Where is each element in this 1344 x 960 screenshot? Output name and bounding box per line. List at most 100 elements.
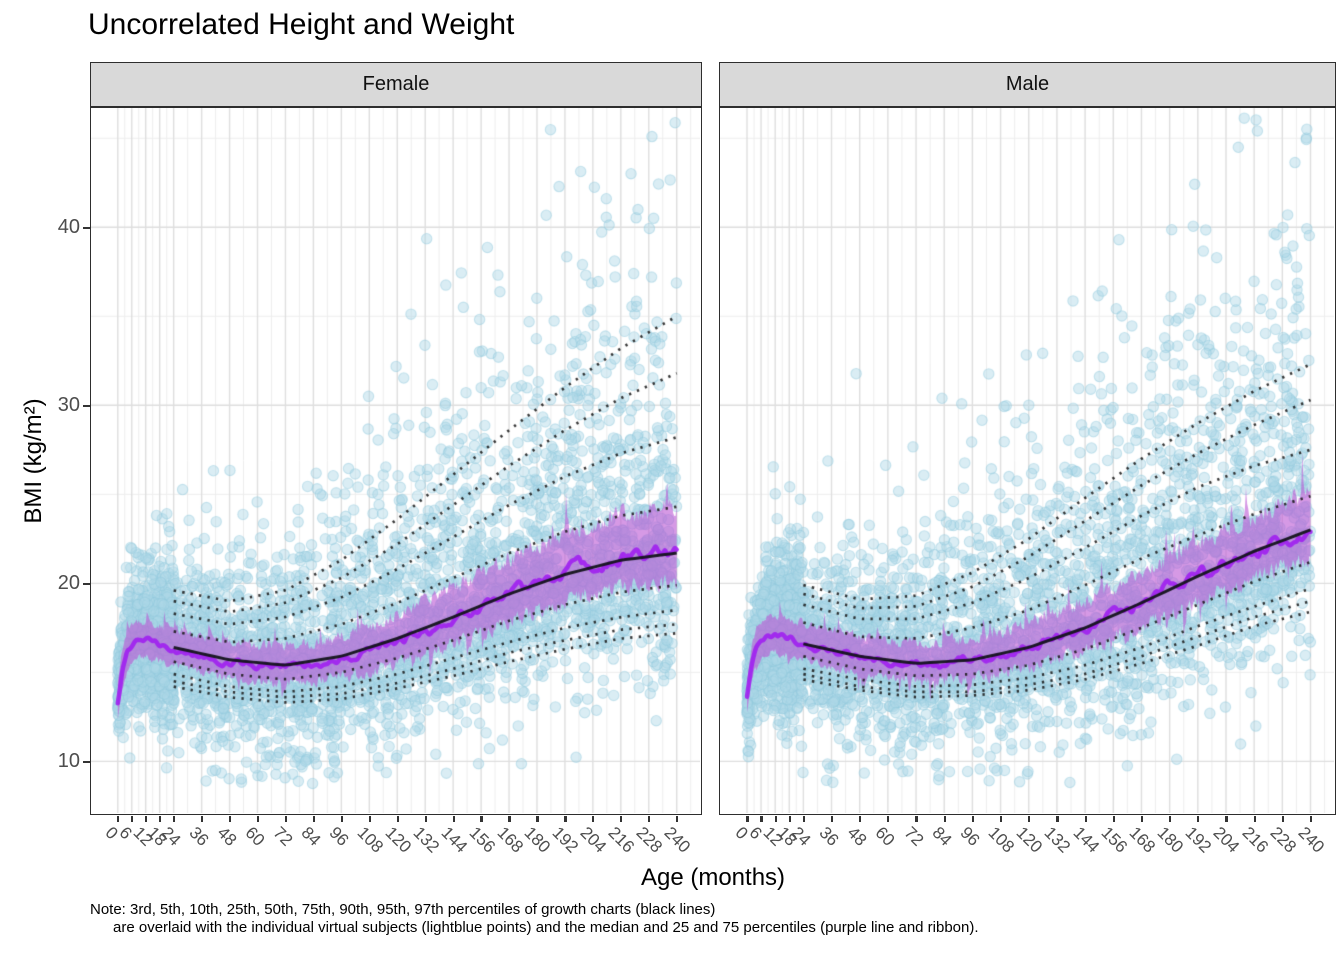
y-tick-label: 30	[57, 393, 80, 416]
x-tick-mark	[971, 815, 974, 822]
y-tick-label: 10	[57, 749, 80, 772]
x-tick-label: 108	[353, 823, 387, 857]
x-tick-mark	[508, 815, 511, 822]
x-tick-label: 240	[660, 823, 695, 857]
x-tick-mark	[340, 815, 343, 822]
x-tick-label: 108	[984, 823, 1019, 857]
x-tick-label: 144	[437, 823, 471, 857]
x-tick-label: 72	[269, 823, 297, 850]
facet-strip-male: Male	[719, 62, 1336, 107]
male-panel-canvas	[720, 108, 1334, 813]
x-tick-mark	[746, 815, 749, 822]
x-tick-mark	[1084, 815, 1087, 822]
x-tick-mark	[999, 815, 1003, 822]
x-tick-mark	[1197, 815, 1200, 822]
x-tick-mark	[887, 815, 890, 822]
x-tick-label: 192	[548, 823, 583, 857]
x-tick-mark	[452, 815, 455, 822]
panel-male	[719, 107, 1336, 815]
x-tick-mark	[592, 815, 595, 822]
y-tick-mark	[83, 404, 90, 407]
x-tick-label: 96	[956, 823, 984, 850]
x-tick-mark	[201, 815, 204, 822]
x-tick-label: 204	[1210, 823, 1244, 857]
x-tick-label: 84	[928, 823, 956, 850]
x-tick-mark	[620, 815, 623, 822]
x-tick-label: 192	[1181, 823, 1216, 857]
x-tick-label: 156	[1097, 823, 1131, 857]
y-tick-label: 20	[57, 571, 80, 594]
x-tick-mark	[228, 815, 232, 822]
x-tick-mark	[1309, 815, 1313, 822]
x-tick-label: 36	[815, 823, 843, 850]
x-tick-mark	[1225, 815, 1228, 822]
x-tick-mark	[859, 815, 862, 822]
x-tick-mark	[145, 815, 148, 822]
x-tick-mark	[802, 815, 805, 822]
x-tick-label: 144	[1069, 823, 1103, 857]
x-tick-label: 216	[1238, 823, 1272, 857]
x-tick-mark	[1028, 815, 1031, 822]
x-tick-mark	[1281, 815, 1284, 822]
x-tick-label: 132	[1040, 823, 1075, 857]
x-tick-label: 180	[1153, 823, 1188, 857]
x-tick-label: 132	[409, 823, 443, 857]
x-tick-label: 48	[843, 823, 871, 850]
x-axis-title: Age (months)	[640, 864, 786, 891]
chart-title: Uncorrelated Height and Weight	[88, 8, 515, 41]
x-tick-mark	[943, 815, 946, 822]
x-tick-mark	[1056, 815, 1059, 822]
x-tick-mark	[564, 815, 567, 822]
x-tick-mark	[1140, 815, 1144, 822]
x-tick-mark	[173, 815, 176, 822]
x-tick-mark	[536, 815, 539, 822]
x-tick-mark	[1112, 815, 1115, 822]
x-tick-mark	[117, 815, 120, 822]
facet-strip-label: Male	[1005, 73, 1050, 95]
y-tick-mark	[83, 226, 90, 229]
female-panel-canvas	[91, 108, 700, 813]
x-tick-label: 168	[493, 823, 527, 857]
x-tick-label: 60	[241, 823, 269, 850]
x-tick-label: 240	[1294, 823, 1329, 857]
x-tick-label: 48	[213, 823, 241, 850]
x-tick-mark	[1169, 815, 1172, 822]
facet-strip-female: Female	[90, 62, 702, 107]
x-tick-label: 216	[604, 823, 639, 857]
x-tick-label: 204	[576, 823, 611, 857]
x-tick-label: 180	[521, 823, 555, 857]
x-tick-label: 120	[381, 823, 415, 857]
x-tick-mark	[131, 815, 134, 822]
x-tick-mark	[256, 815, 260, 822]
x-tick-mark	[788, 815, 791, 822]
y-tick-mark	[83, 760, 90, 763]
x-tick-label: 156	[465, 823, 499, 857]
x-tick-mark	[312, 815, 315, 822]
x-tick-mark	[368, 815, 371, 822]
x-tick-mark	[915, 815, 918, 822]
x-tick-label: 168	[1125, 823, 1160, 857]
x-tick-mark	[830, 815, 834, 822]
x-tick-mark	[760, 815, 763, 822]
x-tick-mark	[774, 815, 777, 822]
x-tick-mark	[480, 815, 483, 822]
x-tick-label: 36	[185, 823, 213, 850]
x-tick-mark	[159, 815, 162, 822]
x-tick-mark	[648, 815, 651, 822]
y-tick-mark	[83, 582, 90, 585]
x-tick-label: 72	[900, 823, 927, 850]
x-tick-mark	[676, 815, 679, 822]
x-tick-label: 120	[1012, 823, 1047, 857]
x-tick-mark	[284, 815, 288, 822]
x-tick-label: 84	[297, 823, 325, 850]
facet-strip-label: Female	[362, 73, 430, 95]
x-tick-label: 228	[1266, 823, 1300, 857]
y-axis-title: BMI (kg/m²)	[20, 398, 47, 524]
x-tick-label: 60	[871, 823, 899, 850]
note-line-1: Note: 3rd, 5th, 10th, 25th, 50th, 75th, …	[90, 901, 716, 918]
x-tick-mark	[424, 815, 427, 822]
x-tick-mark	[1253, 815, 1256, 822]
x-tick-label: 228	[632, 823, 667, 857]
x-tick-mark	[396, 815, 399, 822]
